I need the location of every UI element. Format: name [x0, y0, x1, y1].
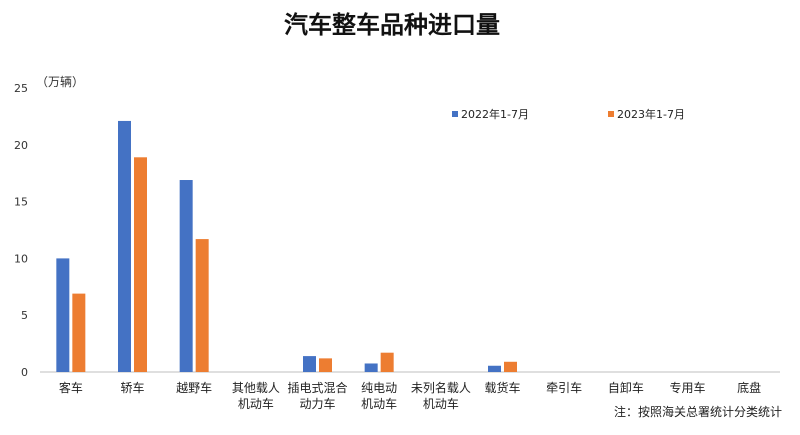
- legend: 2022年1-7月 2023年1-7月: [452, 107, 685, 121]
- y-tick-label: 15: [14, 196, 28, 209]
- bars: [56, 120, 517, 372]
- bar-series-2022: [488, 365, 501, 372]
- bar-series-2022: [303, 356, 316, 372]
- y-tick-label: 10: [14, 252, 28, 265]
- y-tick-label: 5: [21, 309, 28, 322]
- x-tick-label: 客车: [59, 380, 83, 395]
- legend-label: 2023年1-7月: [617, 107, 685, 121]
- x-tick-label: 自卸车: [608, 380, 644, 395]
- y-tick-label: 0: [21, 366, 28, 379]
- bar-series-2022: [118, 120, 131, 372]
- x-tick-label: 插电式混合: [287, 380, 347, 395]
- x-tick-label: 牵引车: [546, 380, 582, 395]
- bar-series-2022: [364, 363, 378, 372]
- y-tick-label: 25: [14, 82, 28, 95]
- bar-series-2023: [380, 352, 394, 372]
- x-tick-label: 轿车: [120, 380, 144, 395]
- x-tick-label: 纯电动: [361, 381, 397, 395]
- bar-series-2023: [72, 293, 86, 372]
- bar-series-2023: [134, 157, 147, 372]
- bar-series-2023: [319, 358, 332, 372]
- x-tick-label: 载货车: [484, 380, 520, 395]
- x-tick-label: 专用车: [669, 380, 705, 395]
- bar-series-2022: [179, 180, 193, 372]
- x-tick-label: 机动车: [238, 396, 274, 411]
- legend-swatch: [608, 111, 614, 117]
- bar-series-2022: [56, 258, 70, 372]
- y-axis-unit-label: （万辆）: [36, 75, 84, 89]
- x-tick-label: 底盘: [737, 380, 761, 395]
- x-tick-label: 越野车: [176, 380, 212, 395]
- legend-swatch: [452, 111, 458, 117]
- legend-label: 2022年1-7月: [461, 107, 529, 121]
- chart-title: 汽车整车品种进口量: [284, 10, 500, 39]
- x-tick-label: 动力车: [299, 396, 335, 411]
- x-tick-label: 机动车: [361, 396, 397, 411]
- y-tick-label: 20: [14, 139, 28, 152]
- bar-series-2023: [504, 361, 517, 372]
- y-axis-ticks: 0 5 10 15 20 25: [14, 82, 28, 379]
- bar-series-2023: [195, 239, 209, 372]
- x-tick-label: 其他载人: [232, 381, 280, 395]
- x-tick-label: 未列名载人: [411, 380, 471, 395]
- x-axis-labels: 客车 轿车 越野车 其他载人机动车插电式混合动力车纯电动机动车未列名载人机动车载货车牵…: [59, 380, 761, 411]
- footnote: 注：按照海关总署统计分类统计: [614, 404, 782, 419]
- x-tick-label: 机动车: [423, 396, 459, 411]
